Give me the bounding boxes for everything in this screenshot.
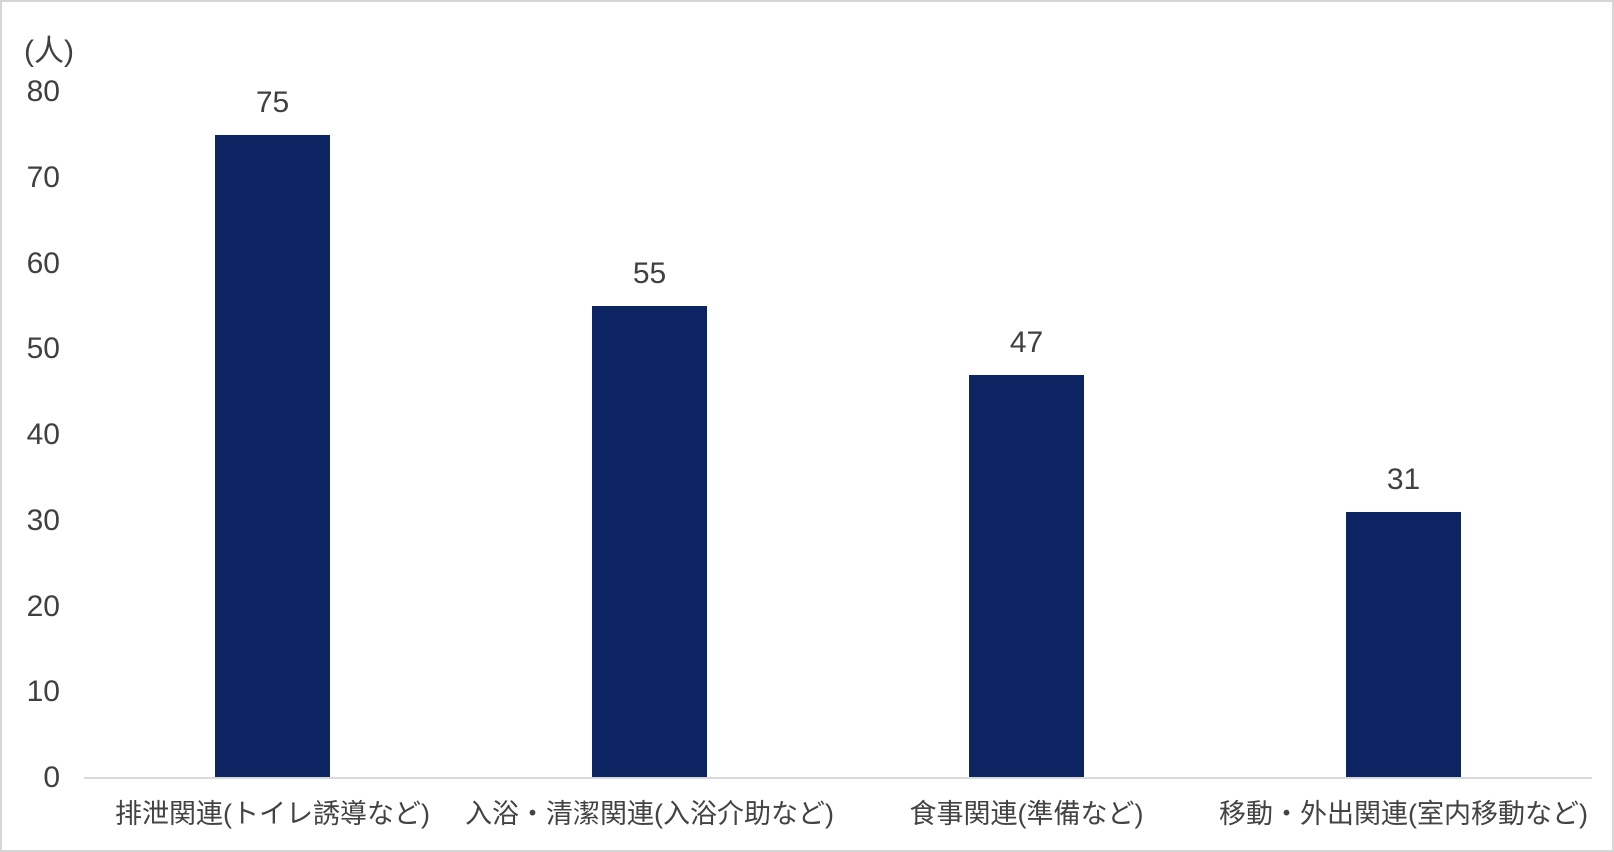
bar [1346,512,1461,778]
bar-value-label: 55 [632,257,667,291]
y-axis-tick-label: 0 [43,761,60,794]
y-axis-tick-label: 10 [26,675,60,709]
bar [215,134,330,778]
y-axis-tick-label: 50 [26,332,60,366]
x-axis-category-label: 入浴・清潔関連(入浴介助など) [465,799,834,829]
bar-value-label: 31 [1386,463,1421,497]
bar-value-label: 47 [1009,325,1044,359]
bar [592,306,707,778]
y-axis-tick-label: 60 [26,246,60,280]
bar [969,374,1084,778]
y-axis-tick-label: 20 [26,589,60,623]
x-axis-category-label: 食事関連(準備など) [909,799,1144,829]
y-axis-tick-label: 30 [26,503,60,537]
bar-value-label: 75 [255,85,290,119]
x-axis-category-label: 排泄関連(トイレ誘導など) [115,799,430,829]
y-axis-unit-label: (人) [24,35,74,68]
x-axis-line [84,777,1592,779]
y-axis-tick-label: 70 [26,160,60,194]
y-axis-tick-label: 40 [26,418,60,451]
y-axis-tick-label: 80 [26,75,60,108]
x-axis-category-label: 移動・外出関連(室内移動など) [1219,799,1588,829]
